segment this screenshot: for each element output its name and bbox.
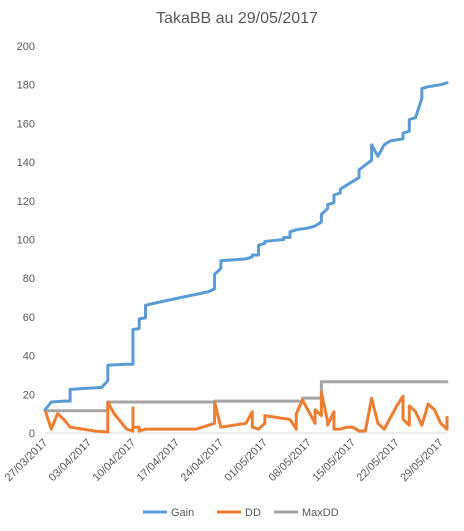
y-tick-label: 20 [23,389,35,401]
x-tick-label: 22/05/2017 [354,437,401,484]
y-tick-label: 200 [17,41,35,53]
series-line-maxdd [43,380,449,413]
x-tick-label: 15/05/2017 [310,437,357,484]
x-tick-label: 29/05/2017 [398,437,445,484]
y-tick-label: 100 [17,235,35,247]
legend-label-gain: Gain [171,507,194,519]
y-tick-label: 0 [29,428,35,440]
legend-label-maxdd: MaxDD [302,507,339,519]
plot-area [43,81,449,434]
x-tick-label: 01/05/2017 [223,437,270,484]
x-tick-label: 27/03/2017 [3,437,50,484]
y-tick-label: 180 [17,80,35,92]
y-tick-label: 160 [17,118,35,130]
x-tick-label: 10/04/2017 [91,437,138,484]
y-tick-label: 40 [23,351,35,363]
x-tick-label: 24/04/2017 [179,437,226,484]
y-tick-label: 80 [23,273,35,285]
chart-title: TakaBB au 29/05/2017 [156,10,318,27]
series-line-gain [43,81,449,412]
legend: Gain DD MaxDD [143,507,339,519]
legend-label-dd: DD [245,507,261,519]
series-line-dd [43,390,449,434]
x-tick-label: 17/04/2017 [135,437,182,484]
y-tick-label: 60 [23,312,35,324]
y-tick-label: 140 [17,157,35,169]
x-tick-label: 03/04/2017 [47,437,94,484]
axes: 0 20 40 60 80 100 120 140 160 180 200 27/03/201703/… [3,41,447,484]
x-tick-label: 08/05/2017 [267,437,314,484]
y-tick-label: 120 [17,196,35,208]
